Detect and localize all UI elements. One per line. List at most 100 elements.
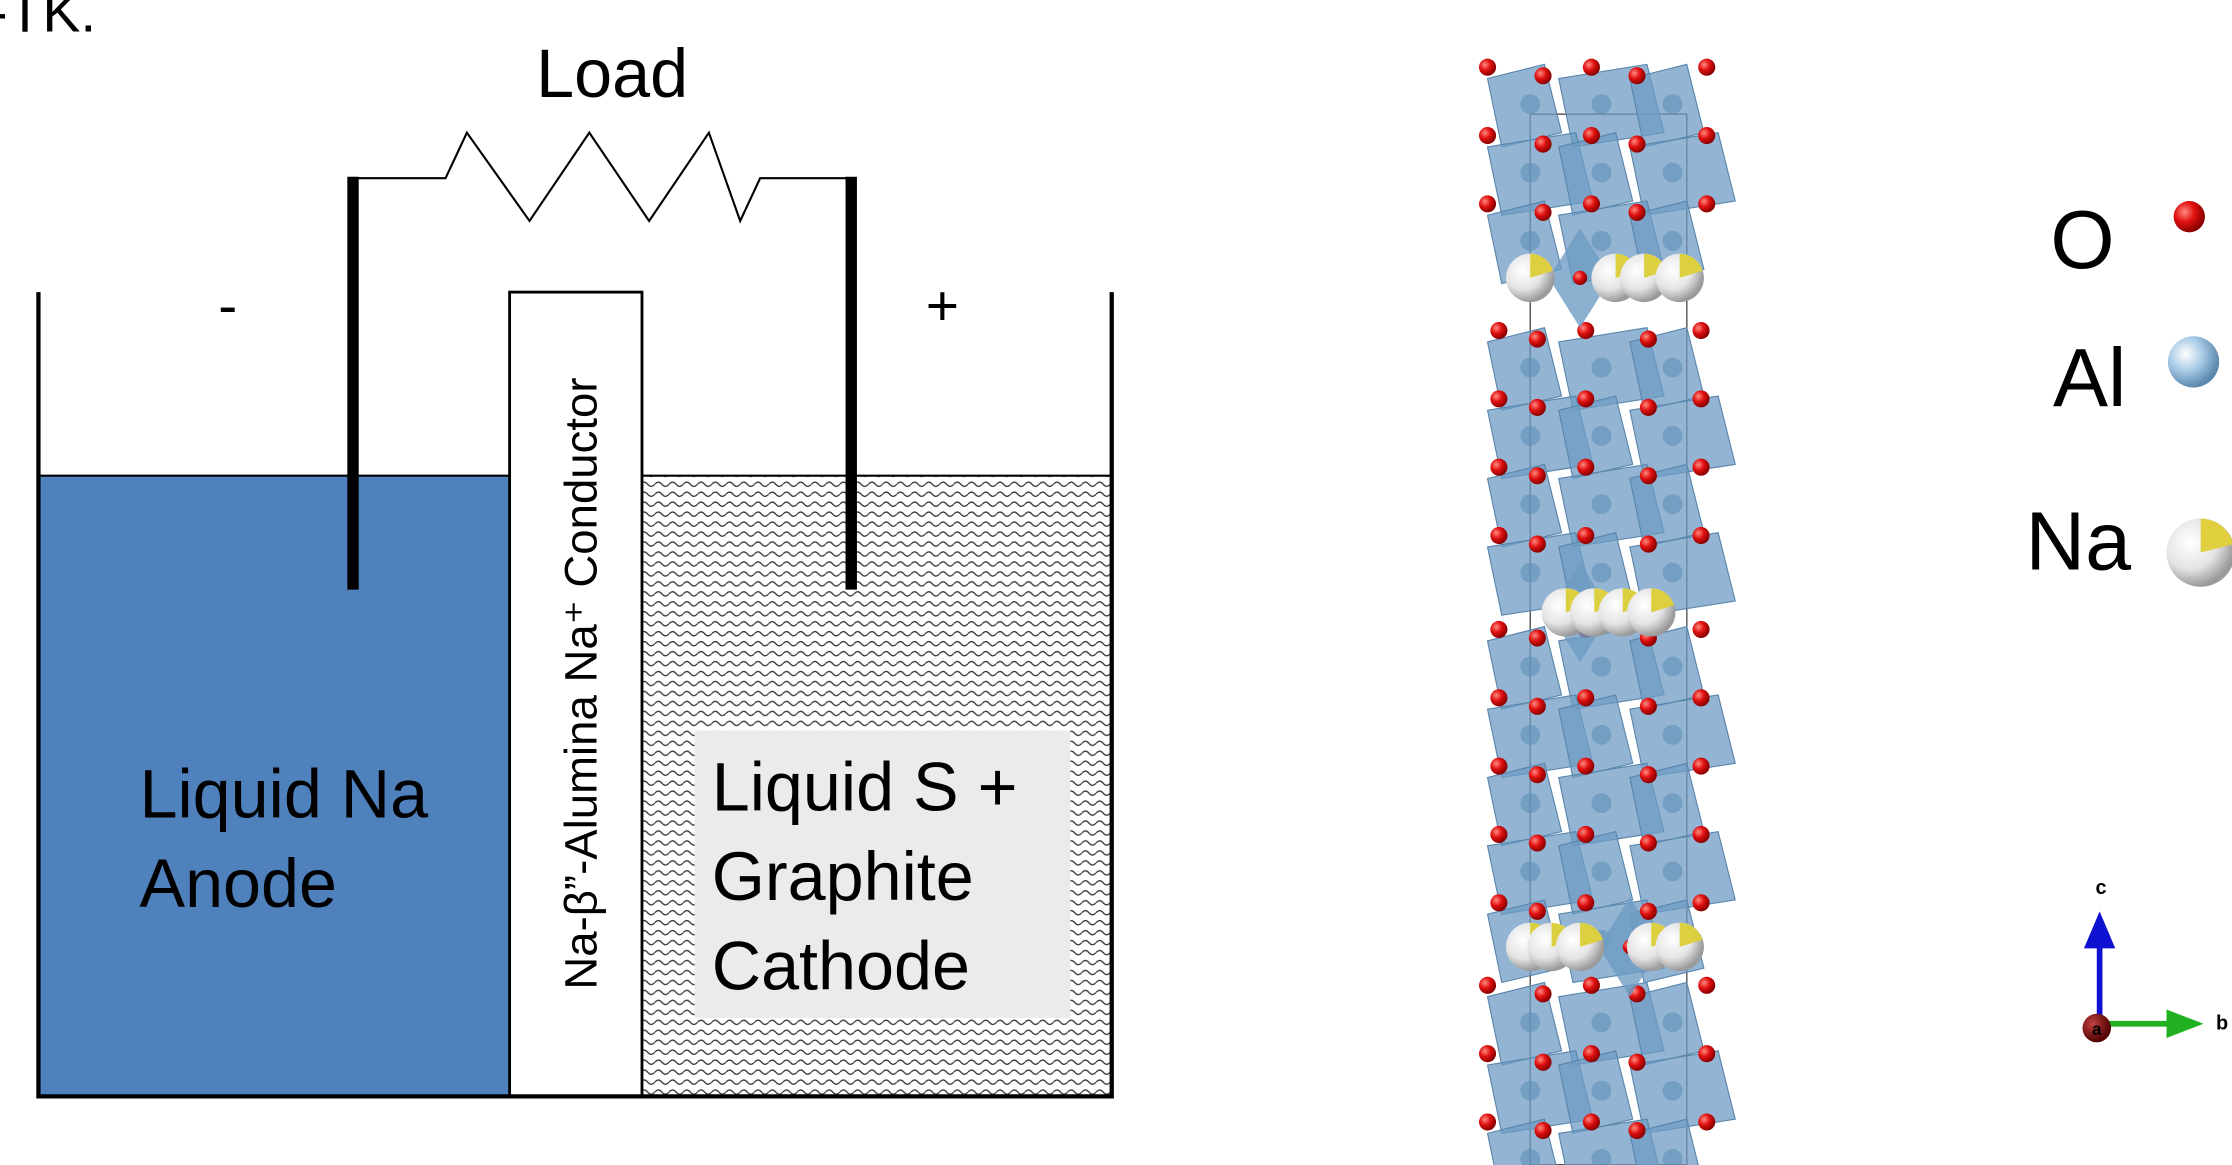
o-atom — [1577, 689, 1595, 707]
o-atom — [1582, 1045, 1600, 1063]
axis-label: a — [2092, 1020, 2102, 1039]
o-atom — [1534, 1053, 1552, 1071]
o-atom — [1582, 126, 1600, 145]
o-atom — [1628, 67, 1646, 85]
o-atom — [1478, 976, 1497, 994]
al-atom — [1591, 94, 1612, 115]
al-atom — [1520, 494, 1541, 515]
battery-cell: Load - + Na-β”-Alumina Na⁺ Conductor Liq… — [36, 36, 1114, 1099]
al-atom — [1591, 562, 1612, 583]
o-atom — [1572, 270, 1588, 285]
al-atom — [1662, 724, 1683, 745]
o-atom — [1534, 1121, 1552, 1140]
al-atom — [1591, 162, 1612, 183]
o-atom — [1698, 58, 1716, 76]
na-atom-cap — [1530, 253, 1554, 278]
al-atom — [1591, 425, 1612, 446]
separator-label: Na-β”-Alumina Na⁺ Conductor — [555, 377, 606, 989]
o-atom — [1478, 1045, 1497, 1063]
o-atom — [1698, 976, 1716, 994]
axis-indicator: c b a — [2082, 877, 2228, 1043]
cathode-label: Liquid S + — [712, 749, 1018, 825]
o-atom — [1577, 458, 1595, 476]
o-atom — [1639, 902, 1657, 920]
cathode-label-box — [694, 730, 1071, 1019]
separator — [508, 290, 644, 1098]
al-atom — [1591, 793, 1612, 814]
al-atom — [1520, 230, 1541, 251]
o-atom — [1528, 398, 1546, 416]
o-atom — [1490, 689, 1508, 707]
al-atom — [1520, 1012, 1541, 1033]
anode-label: Anode — [139, 846, 337, 922]
cathode-label: Graphite — [712, 839, 974, 915]
al-atom — [1662, 861, 1683, 882]
o-atom — [1698, 1113, 1716, 1131]
al-atom — [1662, 1080, 1683, 1101]
al-atom — [1591, 1080, 1612, 1101]
o-atom — [1478, 1113, 1497, 1131]
o-atom — [1692, 620, 1710, 639]
o-atom — [1534, 203, 1552, 221]
o-atom — [1692, 757, 1710, 775]
al-atom — [1591, 494, 1612, 515]
o-atom — [1628, 1121, 1646, 1140]
o-atom — [1582, 195, 1600, 213]
o-atom — [1692, 526, 1710, 545]
al-atom — [1520, 425, 1541, 446]
al-atom — [1591, 724, 1612, 745]
legend-label: Al — [2053, 332, 2126, 424]
polyhedron — [1629, 830, 1736, 915]
axis-label: b — [2216, 1012, 2228, 1034]
o-atom — [1490, 757, 1508, 775]
al-atom — [1591, 861, 1612, 882]
o-atom — [1639, 330, 1657, 348]
al-atom — [1662, 162, 1683, 183]
o-atom — [1692, 825, 1710, 843]
o-atom — [1528, 902, 1546, 920]
al-atom — [1520, 162, 1541, 183]
legend: O Al Na — [2025, 194, 2232, 588]
o-atom — [1478, 126, 1497, 145]
o-atom — [1639, 467, 1657, 485]
o-atom — [1692, 458, 1710, 476]
o-atom — [1534, 985, 1552, 1003]
o-atom — [1577, 526, 1595, 545]
o-atom — [1639, 398, 1657, 416]
o-atom — [1582, 58, 1600, 76]
legend-label: O — [2050, 194, 2114, 286]
container — [36, 292, 1114, 1099]
polyhedron — [1629, 694, 1736, 779]
anode-region — [38, 475, 510, 1097]
o-atom — [1490, 825, 1508, 843]
al-atom — [1662, 656, 1683, 677]
al-atom — [1662, 793, 1683, 814]
o-atom — [1528, 467, 1546, 485]
o-atom — [1528, 766, 1546, 784]
o-atom — [1692, 322, 1710, 340]
al-atom — [1591, 230, 1612, 251]
load-resistor — [353, 130, 852, 224]
o-atom — [1698, 195, 1716, 213]
o-atom — [1534, 67, 1552, 85]
o-atom — [1577, 757, 1595, 775]
o-atom — [1582, 976, 1600, 994]
legend-swatch — [2173, 201, 2205, 233]
o-atom — [1478, 58, 1497, 76]
o-atom — [1577, 390, 1595, 408]
na-atom-cap — [1679, 922, 1703, 947]
al-atom — [1520, 793, 1541, 814]
polyhedron — [1629, 1050, 1736, 1135]
al-atom — [1662, 357, 1683, 378]
o-atom — [1490, 526, 1508, 545]
o-atom — [1577, 894, 1595, 912]
al-atom — [1591, 1149, 1612, 1165]
al-atom — [1662, 494, 1683, 515]
o-atom — [1692, 390, 1710, 408]
o-atom — [1692, 689, 1710, 707]
al-atom — [1591, 357, 1612, 378]
o-atom — [1490, 458, 1508, 476]
polyhedron — [1629, 132, 1736, 216]
